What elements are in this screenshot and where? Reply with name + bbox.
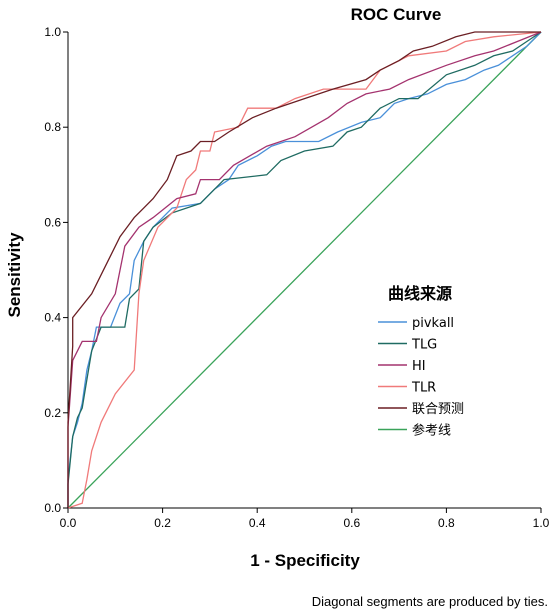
y-tick-label: 0.4 — [44, 311, 61, 325]
y-axis-label: Sensitivity — [5, 232, 24, 318]
legend-label: TLR — [411, 381, 436, 396]
y-tick-label: 1.0 — [44, 25, 61, 39]
tick-layer: 0.0 0.2 0.4 0.6 0.8 1.0 0.0 0.2 0.4 0.6 0.8 1.0 — [44, 25, 549, 530]
x-tick-label: 0.8 — [438, 516, 455, 530]
x-tick-label: 1.0 — [533, 516, 550, 530]
x-tick-label: 0.2 — [154, 516, 171, 530]
chart-title: ROC Curve — [351, 5, 442, 24]
legend-title: 曲线来源 — [388, 284, 452, 303]
legend-label: 联合预测 — [412, 402, 464, 417]
y-tick-label: 0.8 — [44, 120, 61, 134]
x-axis-label: 1 - Specificity — [250, 551, 360, 570]
y-tick-label: 0.2 — [44, 406, 61, 420]
y-tick-label: 0.0 — [44, 501, 61, 515]
x-tick-label: 0.0 — [60, 516, 77, 530]
x-tick-label: 0.6 — [343, 516, 360, 530]
series-line-tlg — [67, 31, 542, 508]
legend-label: pivkall — [412, 316, 454, 331]
series-line-combined — [67, 31, 541, 508]
series-layer — [67, 31, 542, 509]
x-tick-label: 0.4 — [249, 516, 266, 530]
series-line-hi — [67, 31, 542, 508]
legend-label: 参考线 — [412, 423, 451, 439]
legend-label: TLG — [411, 338, 437, 353]
footnote: Diagonal segments are produced by ties. — [312, 594, 548, 609]
y-tick-label: 0.6 — [44, 215, 61, 229]
series-line-reference — [67, 31, 542, 509]
legend-label: HI — [412, 359, 426, 374]
